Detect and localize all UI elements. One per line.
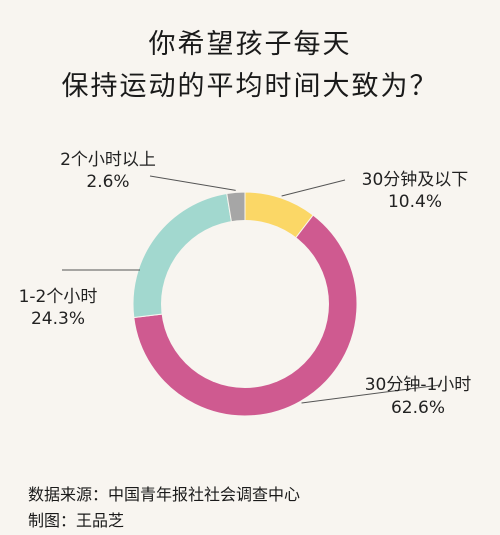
slice-label-name-2h-plus: 2个小时以上 <box>60 150 156 170</box>
slice-label-value-2h-plus: 2.6% <box>86 172 129 192</box>
slice-label-name-30min-below: 30分钟及以下 <box>362 170 469 190</box>
chart-title-line-1: 你希望孩子每天 <box>148 29 352 60</box>
slice-label-name-30min-1h: 30分钟-1小时 <box>365 375 472 395</box>
slice-label-name-1-2h: 1-2个小时 <box>19 287 98 307</box>
footer: 数据来源：中国青年报社社会调查中心 制图：王品芝 <box>28 482 300 534</box>
source-note: 数据来源：中国青年报社社会调查中心 <box>28 485 301 504</box>
credit-note: 制图：王品芝 <box>28 511 125 530</box>
slice-label-value-30min-below: 10.4% <box>388 192 442 212</box>
chart-title: 你希望孩子每天 保持运动的平均时间大致为？ <box>0 24 500 108</box>
slice-label-value-1-2h: 24.3% <box>31 309 85 329</box>
chart-title-line-2: 保持运动的平均时间大致为？ <box>61 71 439 102</box>
slice-label-value-30min-1h: 62.6% <box>391 398 445 418</box>
leader-line-30min-below <box>281 179 346 197</box>
leader-line-30min-1h <box>301 384 441 404</box>
leader-line-2h-plus <box>149 175 236 191</box>
donut-hole <box>161 220 329 388</box>
